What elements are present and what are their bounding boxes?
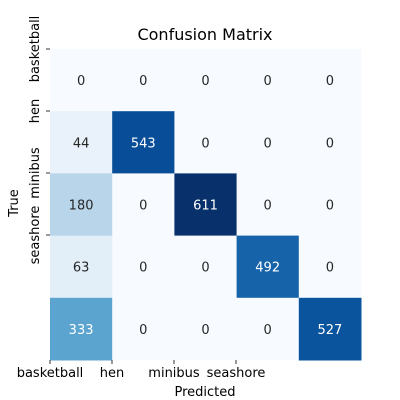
- heatmap-cell-r1-c2: [174, 111, 238, 174]
- cell-value-r4-c1: 0: [139, 323, 147, 338]
- heatmap-cell-r1-c3: [236, 111, 300, 174]
- cell-value-r3-c1: 0: [139, 261, 147, 276]
- cell-value-r0-c0: 0: [77, 74, 85, 89]
- heatmap-cell-r2-c2: [174, 173, 238, 237]
- cell-value-r1-c3: 0: [264, 136, 272, 151]
- heatmap-cell-r3-c4: [298, 235, 362, 299]
- x-tick-label-0: basketball: [17, 366, 84, 381]
- x-tick-label-3: seashore: [207, 366, 266, 381]
- heatmap-cell-r0-c2: [174, 49, 238, 112]
- cell-value-r2-c3: 0: [264, 199, 272, 214]
- heatmap-cell-r3-c3: [236, 235, 300, 299]
- y-axis-label: True: [7, 189, 22, 218]
- chart-title: Confusion Matrix: [137, 25, 272, 44]
- cell-value-r0-c3: 0: [264, 74, 272, 89]
- x-axis-ticks: basketball hen minibus seashore: [17, 360, 266, 381]
- heatmap-cell-r4-c4: [298, 297, 362, 361]
- heatmap-cell-r0-c0: [50, 49, 113, 112]
- heatmap-cell-r3-c1: [112, 235, 175, 299]
- heatmap-cell-r0-c1: [112, 49, 175, 112]
- cell-value-r3-c4: 0: [326, 261, 334, 276]
- cell-value-r1-c1: 543: [131, 136, 156, 151]
- heatmap-cell-r2-c1: [112, 173, 175, 237]
- cell-value-r2-c0: 180: [69, 199, 94, 214]
- heatmap-cell-r2-c0: [50, 173, 113, 237]
- cell-value-r1-c0: 44: [73, 136, 90, 151]
- cell-value-r4-c0: 333: [69, 323, 94, 338]
- cell-value-r1-c4: 0: [326, 136, 334, 151]
- y-tick-label-3: seashore: [28, 206, 43, 265]
- cell-value-r0-c2: 0: [201, 74, 209, 89]
- cell-value-r4-c2: 0: [201, 323, 209, 338]
- heatmap-cell-r3-c0: [50, 235, 113, 299]
- heatmap-cell-r2-c4: [298, 173, 362, 237]
- y-tick-label-1: hen: [28, 99, 43, 123]
- x-tick-label-2: minibus: [148, 366, 200, 381]
- heatmap-cells: 0 0 0 0 0 44 543 0 0 0 180 0 611 0 0 63 0 0 492 0 333 0 0 0 527: [50, 49, 362, 361]
- x-axis-label: Predicted: [174, 385, 235, 400]
- heatmap-cell-r0-c4: [298, 49, 362, 112]
- heatmap-cell-r1-c4: [298, 111, 362, 174]
- heatmap-cell-r4-c1: [112, 297, 175, 361]
- cell-value-r4-c4: 527: [317, 323, 342, 338]
- cell-value-r2-c2: 611: [193, 199, 218, 214]
- heatmap-cell-r1-c1: [112, 111, 175, 174]
- heatmap-cell-r4-c2: [174, 297, 238, 361]
- cell-value-r3-c3: 492: [255, 261, 280, 276]
- cell-value-r0-c4: 0: [326, 74, 334, 89]
- cell-value-r2-c1: 0: [139, 199, 147, 214]
- heatmap-cell-r4-c0: [50, 297, 113, 361]
- cell-value-r3-c2: 0: [201, 261, 209, 276]
- cell-value-r1-c2: 0: [201, 136, 209, 151]
- heatmap-cell-r1-c0: [50, 111, 113, 174]
- x-tick-label-1: hen: [100, 366, 124, 381]
- cell-value-r3-c0: 63: [73, 261, 90, 276]
- y-axis-ticks: basketball hen minibus seashore: [28, 16, 50, 265]
- heatmap-cell-r0-c3: [236, 49, 300, 112]
- cell-value-r2-c4: 0: [326, 199, 334, 214]
- cell-value-r4-c3: 0: [264, 323, 272, 338]
- heatmap-cell-r3-c2: [174, 235, 238, 299]
- heatmap-cell-r2-c3: [236, 173, 300, 237]
- cell-value-r0-c1: 0: [139, 74, 147, 89]
- y-tick-label-0: basketball: [28, 16, 43, 83]
- heatmap-cell-r4-c3: [236, 297, 300, 361]
- y-tick-label-2: minibus: [28, 147, 43, 199]
